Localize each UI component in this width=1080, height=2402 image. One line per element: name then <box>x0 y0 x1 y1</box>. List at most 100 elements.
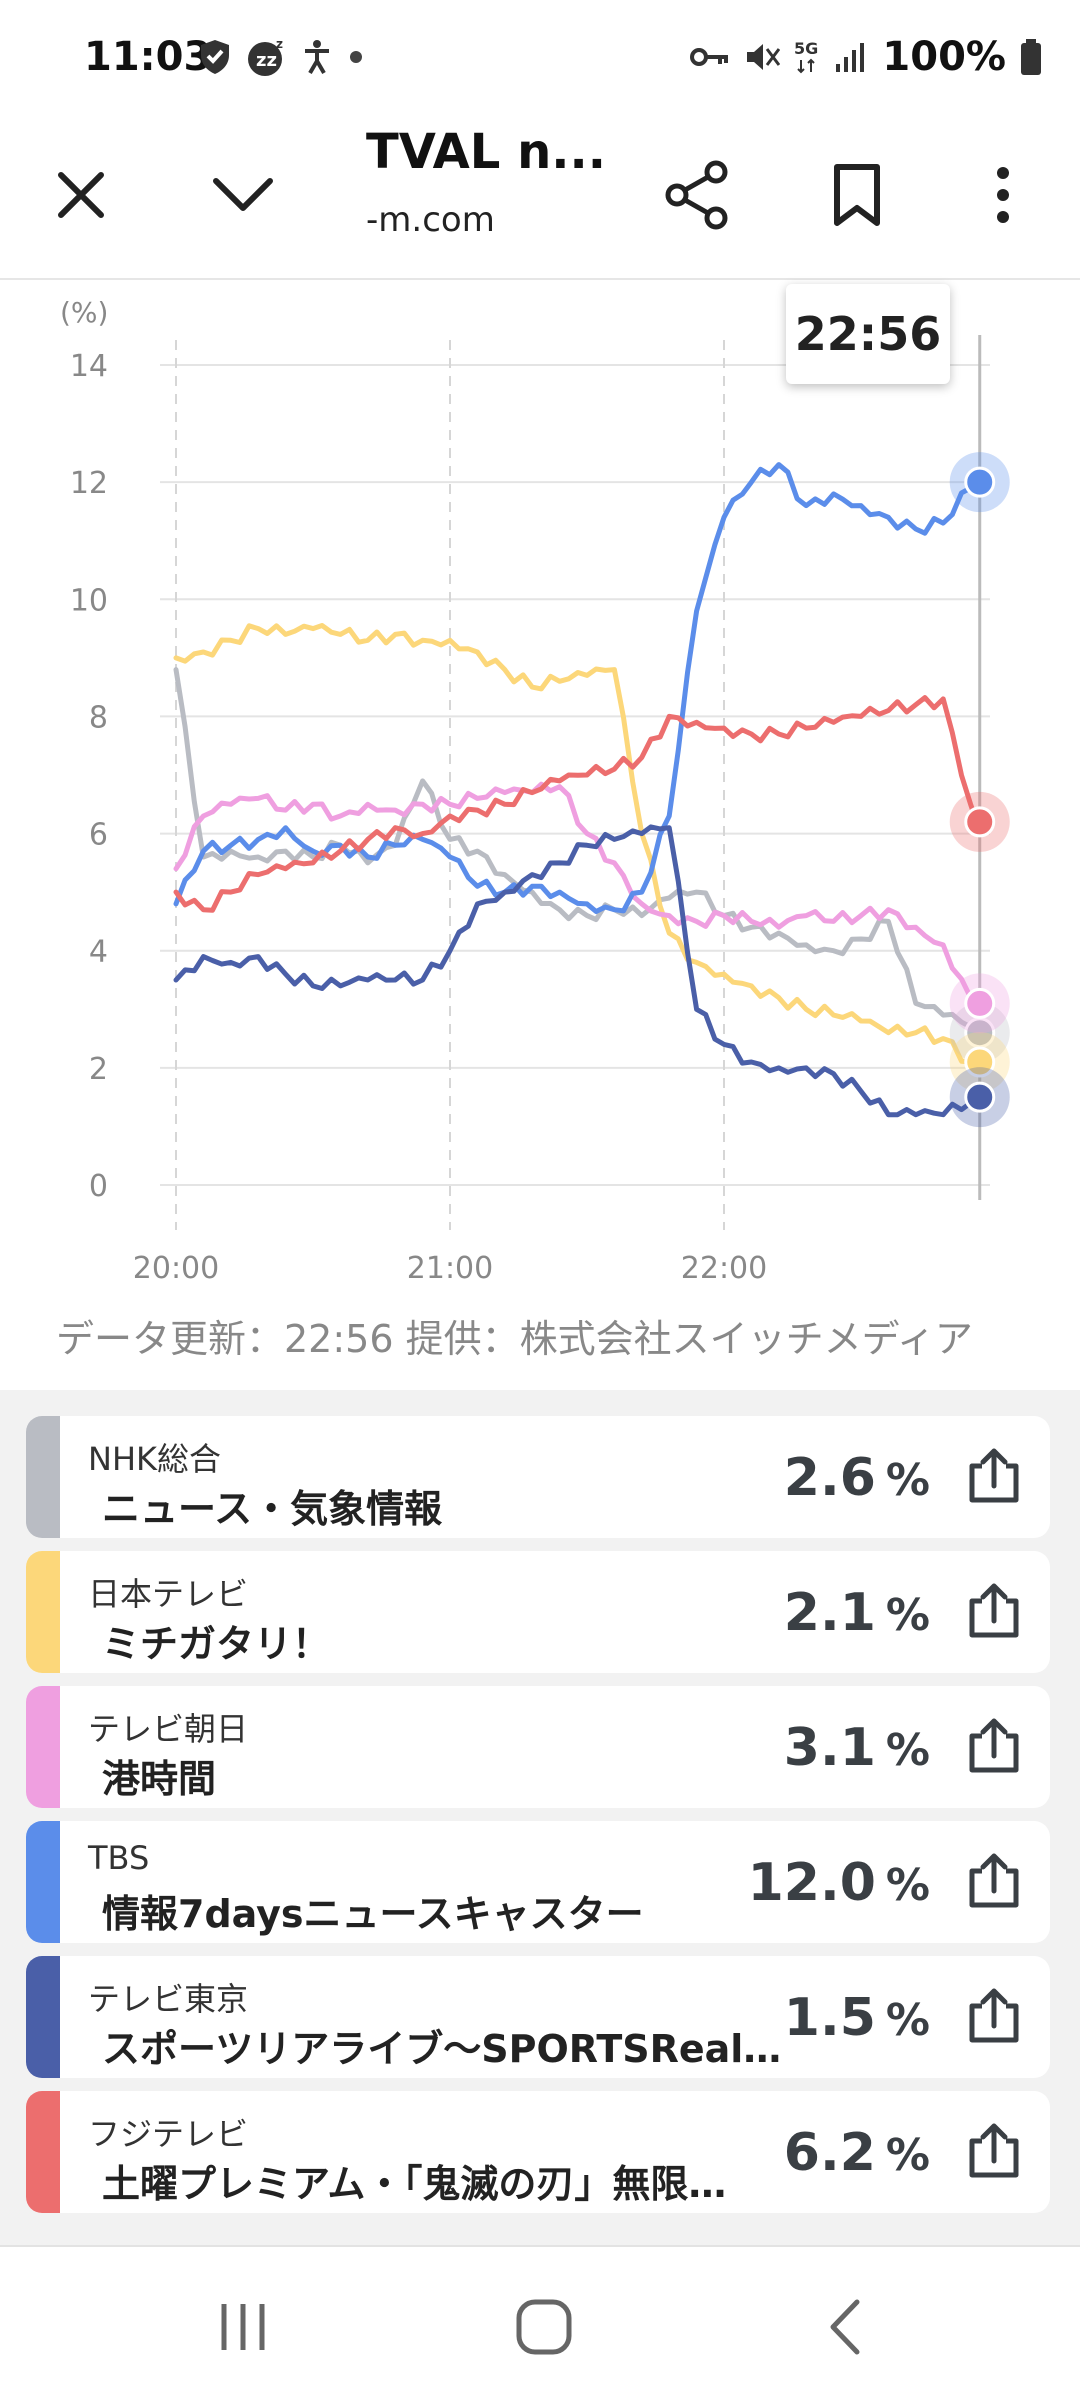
x-tick-label: 20:00 <box>133 1251 219 1286</box>
ratings-line-chart[interactable]: 0 2 4 6 8 10 12 14 20:00 21:00 22:00 (%) <box>0 280 1080 1360</box>
series-marker[interactable] <box>964 1081 996 1113</box>
system-nav-bar <box>0 2245 1080 2402</box>
status-right-icons: 5G 100% <box>690 34 1042 80</box>
rating-number: 3.1 <box>783 1718 876 1778</box>
browser-toolbar: TVAL n... -m.com <box>0 110 1080 280</box>
sleep-mode-icon: zzz <box>248 37 283 76</box>
rating-value: 6.2% <box>784 2123 930 2183</box>
back-icon <box>830 2299 860 2355</box>
share-button[interactable] <box>964 1446 1024 1506</box>
y-tick-label: 14 <box>70 349 108 384</box>
accessibility-icon <box>305 40 329 75</box>
home-icon <box>516 2299 572 2355</box>
share-upload-icon <box>969 1718 1019 1773</box>
channel-color-bar <box>26 1956 60 2078</box>
more-icon <box>997 167 1009 223</box>
rating-value: 2.6% <box>784 1448 930 1508</box>
y-tick-label: 12 <box>70 466 108 501</box>
channel-color-bar <box>26 1821 60 1943</box>
channel-card[interactable]: テレビ東京スポーツリアライブ〜SPORTSReal… 1.5% <box>26 1956 1050 2078</box>
y-tick-label: 4 <box>89 935 108 970</box>
more-options-button[interactable] <box>958 150 1048 240</box>
series-line <box>173 623 983 1071</box>
station-name: TBS <box>88 1839 150 1877</box>
program-title: ミチガタリ！ <box>102 1622 331 1666</box>
key-icon <box>690 48 729 66</box>
chevron-down-icon <box>213 178 273 211</box>
channel-card[interactable]: フジテレビ土曜プレミアム・「鬼滅の刃」無限… 6.2% <box>26 2091 1050 2213</box>
rating-unit: % <box>885 1590 930 1641</box>
share-button[interactable] <box>652 150 742 240</box>
x-tick-label: 22:00 <box>681 1251 767 1286</box>
x-tick-label: 21:00 <box>407 1251 493 1286</box>
svg-text:z: z <box>276 37 283 51</box>
rating-unit: % <box>885 1725 930 1776</box>
rating-unit: % <box>885 1995 930 2046</box>
share-upload-icon <box>969 1853 1019 1908</box>
series-marker[interactable] <box>964 1046 996 1078</box>
rating-number: 2.6 <box>783 1448 876 1508</box>
program-title: 港時間 <box>102 1757 217 1801</box>
channel-color-bar <box>26 2091 60 2213</box>
home-button[interactable] <box>499 2287 589 2367</box>
share-upload-icon <box>969 2123 1019 2178</box>
close-icon <box>58 172 104 218</box>
time-tooltip: 22:56 <box>786 284 950 384</box>
series-line <box>173 824 983 1118</box>
series-marker[interactable] <box>964 466 996 498</box>
station-name: テレビ東京 <box>88 1980 249 2018</box>
channel-card[interactable]: TBS 情報7daysニュースキャスター 12.0% <box>26 1821 1050 1943</box>
rating-number: 6.2 <box>783 2123 876 2183</box>
rating-unit: % <box>885 1455 930 1506</box>
series-line <box>173 667 983 1037</box>
share-button[interactable] <box>964 2121 1024 2181</box>
station-name: 日本テレビ <box>88 1575 249 1613</box>
share-upload-icon <box>969 1583 1019 1638</box>
share-button[interactable] <box>964 1986 1024 2046</box>
rating-value: 3.1% <box>784 1718 930 1778</box>
share-button[interactable] <box>964 1716 1024 1776</box>
rating-value: 1.5% <box>784 1988 930 2048</box>
5g-icon: 5G <box>794 39 819 74</box>
channel-card[interactable]: 日本テレビミチガタリ！ 2.1% <box>26 1551 1050 1673</box>
rating-unit: % <box>885 1860 930 1911</box>
y-tick-label: 10 <box>70 583 108 618</box>
program-title: ニュース・気象情報 <box>102 1487 443 1531</box>
channel-color-bar <box>26 1416 60 1538</box>
share-button[interactable] <box>964 1851 1024 1911</box>
share-button[interactable] <box>964 1581 1024 1641</box>
share-upload-icon <box>969 1448 1019 1503</box>
rating-number: 1.5 <box>783 1988 876 2048</box>
rating-number: 12.0 <box>747 1853 876 1913</box>
status-time: 11:03 <box>84 34 212 80</box>
program-title: スポーツリアライブ〜SPORTSReal… <box>102 2027 782 2071</box>
back-button[interactable] <box>800 2287 890 2367</box>
y-tick-label: 8 <box>89 700 108 735</box>
station-name: フジテレビ <box>88 2115 249 2153</box>
rating-number: 2.1 <box>783 1583 876 1643</box>
recent-apps-button[interactable] <box>198 2287 288 2367</box>
recent-apps-icon <box>221 2304 265 2350</box>
collapse-button[interactable] <box>198 150 288 240</box>
series-line <box>173 695 983 913</box>
y-tick-label: 0 <box>89 1169 108 1204</box>
svg-text:5G: 5G <box>794 39 818 58</box>
series-line <box>173 462 983 914</box>
series-marker[interactable] <box>964 987 996 1019</box>
rating-value: 2.1% <box>784 1583 930 1643</box>
page-title: TVAL n... <box>366 124 606 180</box>
channel-card[interactable]: テレビ朝日 港時間 3.1% <box>26 1686 1050 1808</box>
channel-card[interactable]: NHK総合 ニュース・気象情報 2.6% <box>26 1416 1050 1538</box>
share-upload-icon <box>969 1988 1019 2043</box>
bookmark-button[interactable] <box>812 150 902 240</box>
rating-unit: % <box>885 2130 930 2181</box>
signal-icon <box>836 43 865 72</box>
rating-value: 12.0% <box>748 1853 930 1913</box>
ratings-chart[interactable]: 0 2 4 6 8 10 12 14 20:00 21:00 22:00 (%) 22:56 <box>0 280 1080 1360</box>
close-button[interactable] <box>36 150 126 240</box>
mute-icon <box>747 44 781 70</box>
channel-list: NHK総合 ニュース・気象情報 2.6% 日本テレビ ミチガタリ！ 2.1% テレビ朝日 港時… <box>0 1390 1080 2245</box>
series-line <box>173 781 983 1010</box>
program-title: 土曜プレミアム・「鬼滅の刃」無限… <box>102 2162 727 2206</box>
series-marker[interactable] <box>964 806 996 838</box>
